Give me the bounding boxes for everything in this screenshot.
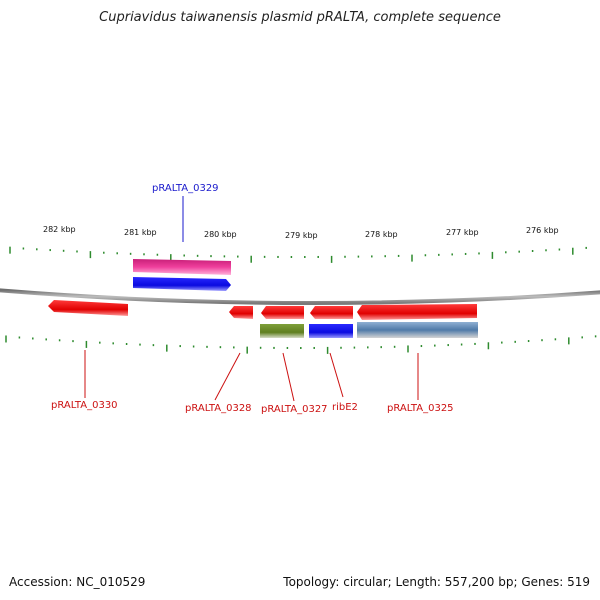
tick-label: 282 kbp xyxy=(43,225,76,234)
feature-steel[interactable] xyxy=(357,322,478,338)
feature-olive[interactable] xyxy=(260,324,304,338)
gene-label-pralta-0325[interactable]: pRALTA_0325 xyxy=(387,403,454,414)
sequence-backbone xyxy=(0,288,600,306)
map-title: Cupriavidus taiwanensis plasmid pRALTA, … xyxy=(99,10,501,25)
tick-label: 279 kbp xyxy=(285,231,318,240)
topology-summary: Topology: circular; Length: 557,200 bp; … xyxy=(283,575,590,589)
tick-label: 278 kbp xyxy=(365,230,398,239)
scale-ticks-top xyxy=(9,246,587,263)
tick-label: 280 kbp xyxy=(204,230,237,239)
gene-pralta-0329-cds[interactable] xyxy=(133,277,231,291)
leader-pralta-0327 xyxy=(282,352,295,402)
feature-blue[interactable] xyxy=(309,324,353,338)
gene-label-pralta-0330[interactable]: pRALTA_0330 xyxy=(51,400,118,411)
gene-ribe2[interactable] xyxy=(310,306,353,319)
gene-pralta-0327[interactable] xyxy=(261,306,304,319)
accession-text: Accession: NC_010529 xyxy=(9,575,146,589)
leader-ribe2 xyxy=(329,352,344,398)
gene-pralta-0328[interactable] xyxy=(229,306,253,319)
tick-label: 276 kbp xyxy=(526,226,559,235)
tick-label: 277 kbp xyxy=(446,228,479,237)
gene-labels: pRALTA_0329 pRALTA_0330 pRALTA_0328 pRAL… xyxy=(51,183,454,415)
gene-label-pralta-0327[interactable]: pRALTA_0327 xyxy=(261,404,328,415)
gene-label-ribe2[interactable]: ribE2 xyxy=(332,402,358,413)
scale-tick-labels: 282 kbp 281 kbp 280 kbp 279 kbp 278 kbp … xyxy=(43,225,559,240)
gene-pralta-0325[interactable] xyxy=(357,304,477,320)
scale-ticks-bottom xyxy=(5,335,597,354)
gene-label-pralta-0329[interactable]: pRALTA_0329 xyxy=(152,183,219,194)
label-leaders xyxy=(84,196,419,402)
gene-pralta-0330[interactable] xyxy=(48,300,128,316)
gene-label-pralta-0328[interactable]: pRALTA_0328 xyxy=(185,403,252,414)
gene-pralta-0329[interactable] xyxy=(133,259,231,275)
leader-pralta-0328 xyxy=(214,352,241,401)
tick-label: 281 kbp xyxy=(124,228,157,237)
